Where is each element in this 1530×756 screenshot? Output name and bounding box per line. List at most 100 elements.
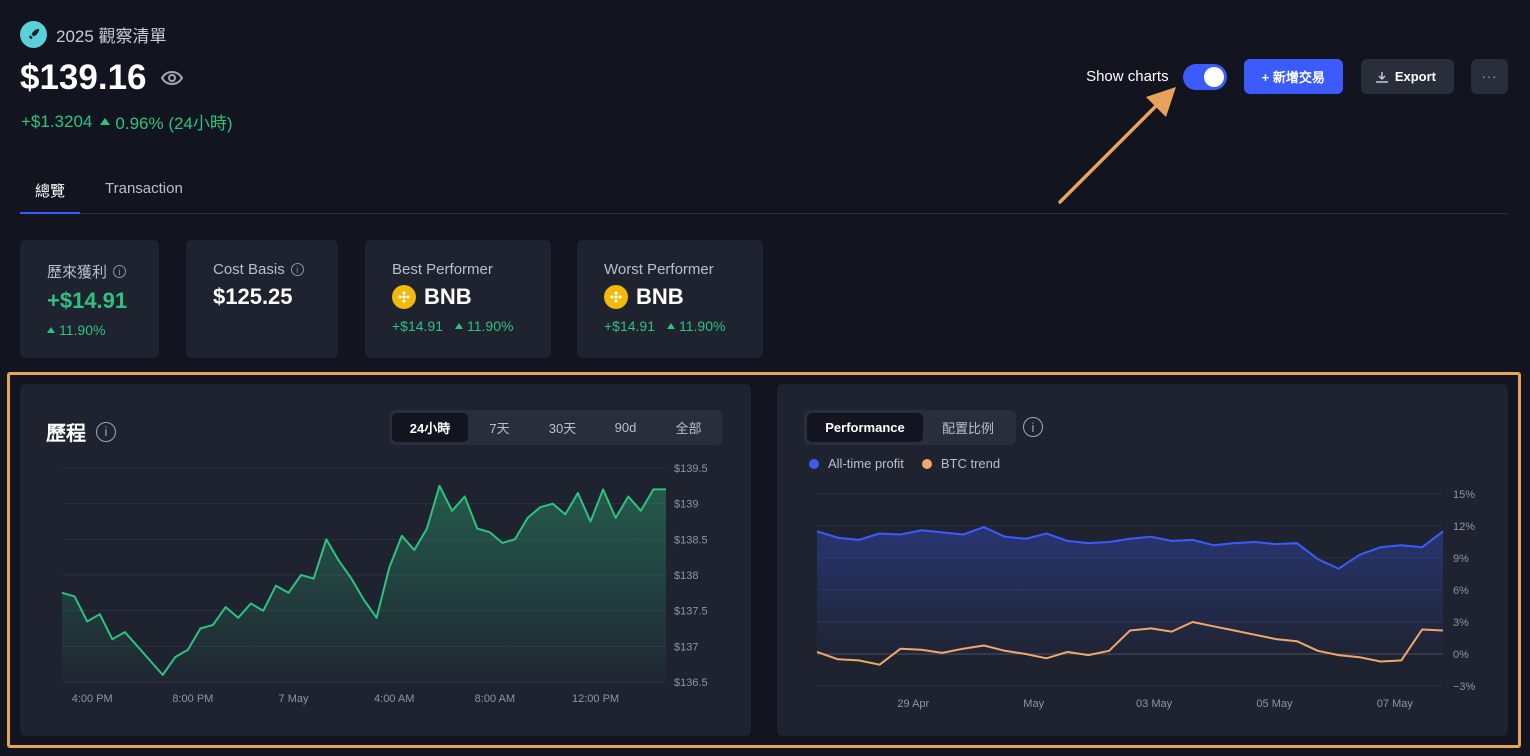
stat-label: Best Performer	[392, 261, 493, 278]
legend-item-all-time-profit[interactable]: All-time profit	[809, 456, 904, 471]
x-tick-label: 8:00 AM	[475, 693, 515, 705]
stat-card-all-time-profit: 歷來獲利 i +$14.91 11.90%	[20, 240, 159, 358]
x-tick-label: 4:00 PM	[72, 693, 113, 705]
stat-value: BNB	[604, 284, 763, 310]
x-tick-label: 12:00 PM	[572, 693, 619, 705]
range-tab-24h[interactable]: 24小時	[392, 413, 468, 442]
stat-card-worst-performer: Worst Performer BNB +$14.91 11.90%	[577, 240, 763, 358]
series-line-btc-trend	[816, 621, 1444, 666]
bnb-coin-icon	[392, 285, 416, 309]
arrow-up-icon	[100, 118, 111, 125]
legend-dot	[809, 458, 819, 469]
add-transaction-button[interactable]: + 新增交易	[1243, 59, 1343, 94]
export-label: Export	[1394, 69, 1436, 84]
y-tick-label: 15%	[1453, 489, 1475, 501]
arrow-up-icon	[47, 327, 55, 333]
change-absolute: +$1.3204	[21, 111, 93, 131]
legend-dot	[921, 458, 932, 469]
rocket-icon	[20, 21, 47, 48]
legend-label: All-time profit	[828, 456, 904, 471]
arrow-up-icon	[667, 323, 675, 329]
balance-amount: $139.16	[20, 58, 147, 97]
tab-transaction[interactable]: Transaction	[105, 180, 183, 197]
x-tick-label: 4:00 AM	[374, 693, 414, 705]
y-tick-label: $136.5	[674, 677, 708, 689]
stat-label: Worst Performer	[604, 261, 714, 278]
download-icon	[1376, 71, 1388, 83]
x-tick-label: 7 May	[279, 693, 309, 705]
range-tab-90d[interactable]: 90d	[614, 420, 637, 435]
stat-label: 歷來獲利 i	[47, 261, 159, 282]
area-fill	[817, 527, 1443, 654]
x-tick-label: May	[1023, 698, 1044, 710]
stat-value-text: BNB	[424, 284, 472, 309]
x-tick-label: 07 May	[1377, 698, 1414, 710]
range-tab-7d[interactable]: 7天	[489, 421, 510, 436]
segment-allocation[interactable]: 配置比例	[941, 421, 994, 436]
area-fill	[62, 485, 666, 682]
series-line	[61, 484, 666, 676]
series-line-all-time-profit	[816, 526, 1444, 570]
stat-sub-absolute: +$14.91	[392, 318, 443, 334]
x-tick-label: 29 Apr	[897, 698, 929, 710]
legend-item-btc-trend[interactable]: BTC trend	[921, 456, 1000, 471]
y-tick-label: $138.5	[674, 534, 708, 546]
segment-performance[interactable]: Performance	[807, 413, 923, 442]
range-tab-all[interactable]: 全部	[675, 421, 702, 436]
stat-card-cost-basis: Cost Basis i $125.25	[186, 240, 338, 358]
y-tick-label: 0%	[1453, 649, 1469, 661]
y-tick-label: 6%	[1453, 585, 1469, 597]
history-area-chart[interactable]: $139.5 $139 $138.5 $138 $137.5 $137 $136.5 4:00…	[20, 454, 751, 714]
arrow-up-icon	[455, 323, 463, 329]
info-icon[interactable]: i	[96, 421, 116, 442]
info-icon[interactable]: i	[290, 263, 304, 276]
annotation-arrow	[1058, 87, 1176, 204]
toggle-knob	[1203, 66, 1224, 87]
x-tick-label: 03 May	[1136, 698, 1173, 710]
stat-value: +$14.91	[47, 288, 128, 313]
time-range-tabs: 24小時 7天 30天 90d 全部	[389, 410, 723, 445]
watchlist-title: 2025 觀察清單	[56, 27, 167, 46]
y-tick-label: 3%	[1453, 617, 1469, 629]
stat-label-text: Cost Basis	[213, 261, 285, 278]
x-tick-label: 05 May	[1256, 698, 1293, 710]
stat-sub: +$14.91 11.90%	[604, 318, 763, 334]
stat-label: Cost Basis i	[213, 261, 338, 278]
eye-icon[interactable]	[159, 65, 185, 91]
bnb-coin-icon	[604, 285, 628, 309]
stat-card-best-performer: Best Performer BNB +$14.91 11.90%	[365, 240, 551, 358]
stat-sub-percent: 11.90%	[679, 318, 726, 334]
stat-sub: 11.90%	[47, 322, 159, 338]
stat-sub-percent: 11.90%	[59, 322, 106, 338]
stat-label-text: 歷來獲利	[47, 264, 108, 281]
history-title-text: 歷程	[46, 423, 86, 445]
stat-sub: +$14.91 11.90%	[392, 318, 551, 334]
info-icon[interactable]: i	[1023, 417, 1043, 437]
header-controls: Show charts + 新增交易 Export ···	[1086, 59, 1508, 94]
stat-sub-percent: 11.90%	[467, 318, 514, 334]
y-tick-label: $137	[674, 641, 698, 653]
more-options-button[interactable]: ···	[1471, 59, 1508, 94]
balance: $139.16	[20, 58, 185, 98]
export-button[interactable]: Export	[1360, 59, 1454, 94]
y-tick-label: 12%	[1453, 521, 1475, 533]
y-tick-label: $138	[674, 570, 698, 582]
change-percent: 0.96% (24小時)	[115, 114, 233, 133]
tab-overview[interactable]: 總覽	[20, 168, 80, 214]
y-tick-label: $139	[674, 499, 698, 511]
info-icon[interactable]: i	[113, 265, 127, 278]
stat-value-text: BNB	[636, 284, 684, 309]
chart-mode-segment: Performance 配置比例	[804, 410, 1016, 445]
stat-value: BNB	[392, 284, 551, 310]
show-charts-toggle[interactable]	[1182, 63, 1227, 90]
range-tab-30d[interactable]: 30天	[548, 421, 577, 436]
main-tabs: 總覽 Transaction	[20, 168, 1508, 214]
stat-sub-absolute: +$14.91	[604, 318, 655, 334]
stat-value: $125.25	[213, 284, 293, 309]
y-tick-label: $139.5	[674, 463, 708, 475]
y-tick-label: −3%	[1453, 681, 1476, 693]
show-charts-label: Show charts	[1086, 68, 1169, 85]
y-tick-label: $137.5	[674, 606, 708, 618]
performance-line-chart[interactable]: 15% 12% 9% 6% 3% 0% −3% 29 Apr May 03 May 05 May 07…	[777, 479, 1508, 719]
history-chart-panel: 歷程 i 24小時 7天 30天 90d 全部 $139.5 $139 $138.5…	[20, 384, 751, 736]
